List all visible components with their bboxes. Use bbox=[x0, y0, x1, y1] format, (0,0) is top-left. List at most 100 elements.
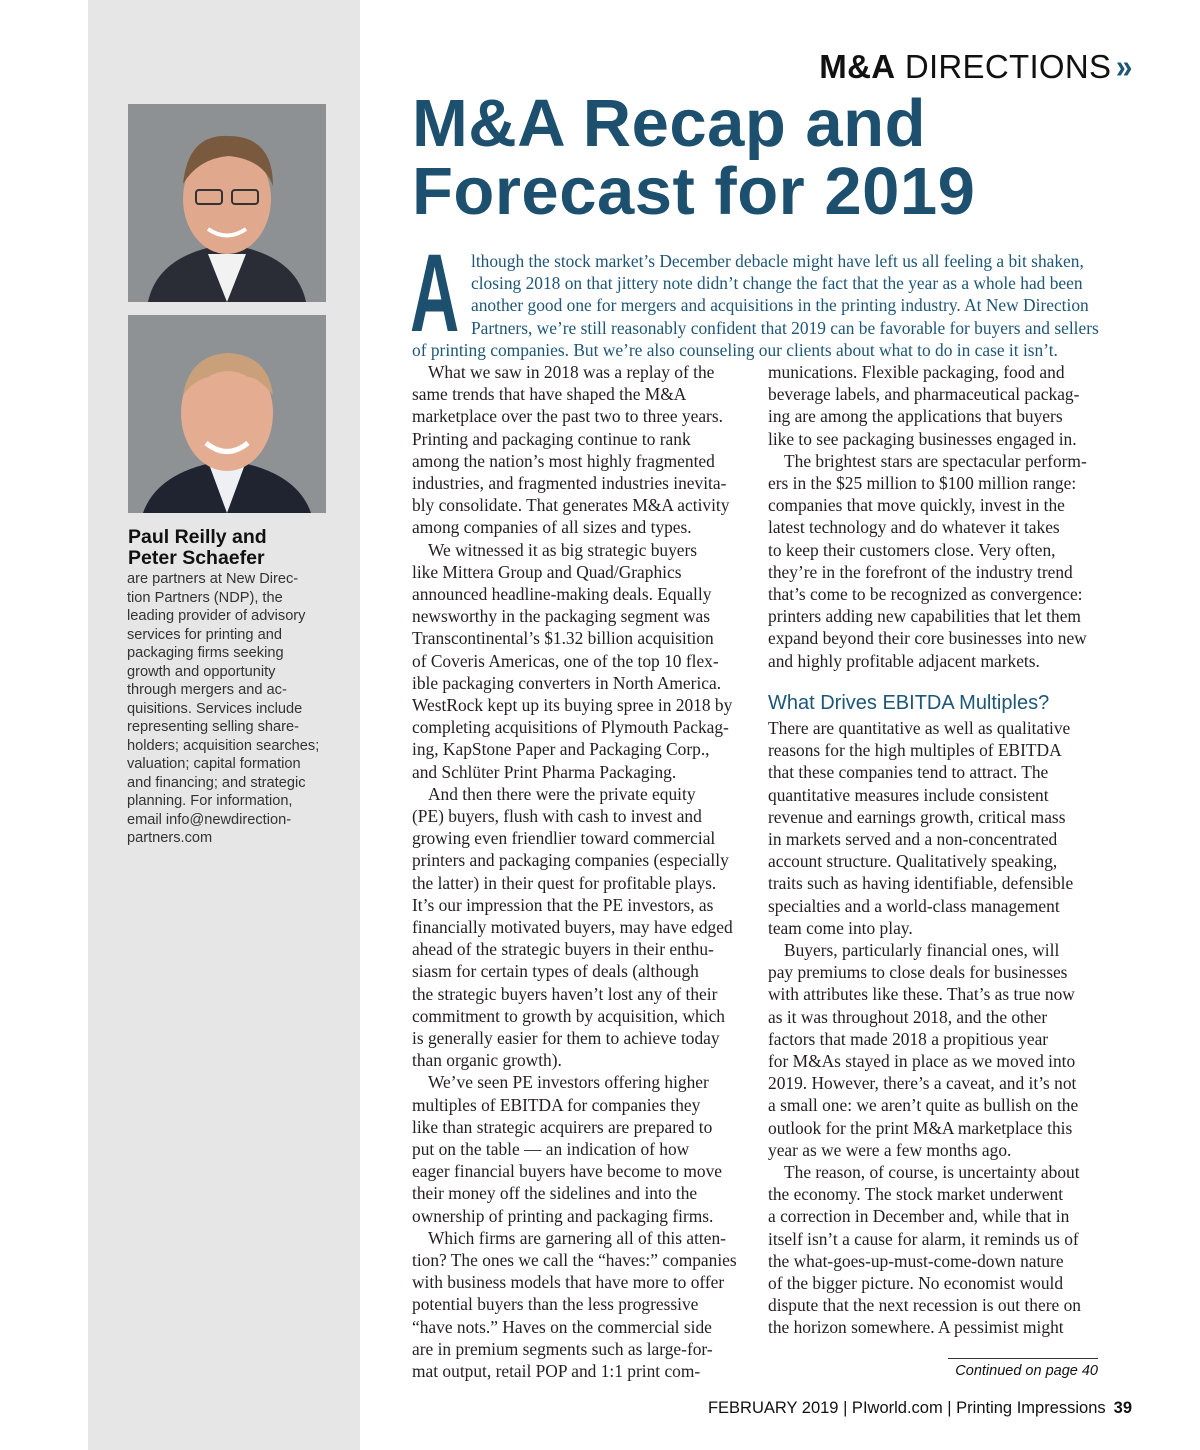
body-line: 2019. However, there’s a caveat, and it’… bbox=[768, 1073, 1077, 1094]
title-line: M&A Recap and bbox=[412, 86, 927, 161]
body-line: ing are among the applications that buye… bbox=[768, 406, 1063, 427]
body-line: tion? The ones we call the “haves:” comp… bbox=[412, 1250, 737, 1270]
body-line: “have nots.” Haves on the commercial sid… bbox=[412, 1316, 712, 1337]
body-line: that’s come to be recognized as converge… bbox=[768, 584, 1083, 604]
body-line: a small one: we aren’t quite as bullish … bbox=[768, 1095, 1079, 1116]
author-names: Paul Reilly and Peter Schaefer bbox=[128, 527, 348, 569]
body-line: is generally easier for them to achieve … bbox=[412, 1028, 720, 1048]
bio-line: planning. For information, bbox=[127, 793, 293, 809]
title-line: Forecast for 2019 bbox=[412, 154, 976, 229]
bio-line: leading provider of advisory bbox=[127, 608, 306, 624]
bio-line: growth and opportunity bbox=[127, 663, 276, 680]
bio-line: services for printing and bbox=[127, 626, 282, 643]
body-line: WestRock kept up its buying spree in 201… bbox=[412, 695, 733, 715]
body-line: growing even friendlier toward commercia… bbox=[412, 828, 716, 849]
body-line: The reason, of course, is uncertainty ab… bbox=[784, 1162, 1080, 1182]
body-line: expand beyond their core businesses into… bbox=[768, 628, 1087, 649]
section-label-light: DIRECTIONS bbox=[904, 48, 1112, 85]
body-line: traits such as having identifiable, defe… bbox=[768, 873, 1074, 894]
body-line: the economy. The stock market underwent bbox=[768, 1184, 1064, 1205]
body-line: (PE) buyers, flush with cash to invest a… bbox=[412, 806, 702, 826]
bio-line: representing selling share- bbox=[127, 719, 299, 735]
author-name-line: Peter Schaefer bbox=[128, 547, 265, 569]
body-line: put on the table — an indication of how bbox=[412, 1139, 690, 1159]
body-line: of the bigger picture. No economist woul… bbox=[768, 1273, 1064, 1293]
section-label-bold: M&A bbox=[819, 48, 896, 85]
body-line: We’ve seen PE investors offering higher bbox=[428, 1072, 709, 1093]
bio-line: packaging firms seeking bbox=[127, 645, 284, 661]
subheading: What Drives EBITDA Multiples? bbox=[768, 692, 1050, 714]
body-line: with business models that have more to o… bbox=[412, 1272, 725, 1293]
body-line: that these companies tend to attract. Th… bbox=[768, 762, 1049, 783]
body-line: revenue and earnings growth, critical ma… bbox=[768, 806, 1066, 827]
body-line: newsworthy in the packaging segment was bbox=[412, 606, 710, 627]
body-line: Which firms are garnering all of this at… bbox=[428, 1227, 726, 1248]
body-line: pay premiums to close deals for business… bbox=[768, 962, 1068, 983]
footer-text: FEBRUARY 2019 | PIworld.com | Printing I… bbox=[707, 1399, 1106, 1417]
double-chevron-right-icon: » bbox=[1116, 48, 1134, 85]
body-line: a correction in December and, while that… bbox=[768, 1206, 1070, 1227]
body-line: ers in the $25 million to $100 million r… bbox=[768, 473, 1077, 493]
portrait-icon bbox=[128, 315, 326, 513]
body-line: the what-goes-up-must-come-down nature bbox=[768, 1250, 1064, 1271]
body-line: Transcontinental’s $1.32 billion acquisi… bbox=[412, 628, 714, 649]
continued-link[interactable]: Continued on page 40 bbox=[948, 1358, 1098, 1379]
body-line: like than strategic acquirers are prepar… bbox=[412, 1116, 713, 1137]
body-line: Buyers, particularly financial ones, wil… bbox=[784, 940, 1060, 960]
body-line: with attributes like these. That’s as tr… bbox=[768, 984, 1075, 1005]
body-line: multiples of EBITDA for companies they bbox=[412, 1094, 701, 1115]
body-line: and highly profitable adjacent markets. bbox=[768, 650, 1040, 671]
author-photo-peter-schaefer bbox=[128, 315, 326, 513]
section-label: M&A DIRECTIONS» bbox=[819, 48, 1134, 86]
body-line: financially motivated buyers, may have e… bbox=[412, 917, 733, 937]
body-line: We witnessed it as big strategic buyers bbox=[428, 539, 698, 560]
body-line: specialties and a world-class management bbox=[768, 895, 1060, 916]
body-line: factors that made 2018 a propitious year bbox=[768, 1028, 1049, 1049]
body-line: There are quantitative as well as qualit… bbox=[768, 718, 1071, 738]
body-line: than organic growth). bbox=[412, 1050, 562, 1071]
body-line: industries, and fragmented industries in… bbox=[412, 473, 727, 493]
body-line: the strategic buyers haven’t lost any of… bbox=[412, 983, 718, 1004]
intro-line: closing 2018 on that jittery note didn’t… bbox=[471, 273, 1083, 294]
body-line: announced headline-making deals. Equally bbox=[412, 584, 712, 604]
body-line: ownership of printing and packaging firm… bbox=[412, 1205, 714, 1226]
intro-line: lthough the stock market’s December deba… bbox=[471, 251, 1084, 271]
body-line: are in premium segments such as large-fo… bbox=[412, 1338, 713, 1359]
body-line: outlook for the print M&A marketplace th… bbox=[768, 1117, 1073, 1138]
bio-line: are partners at New Direc- bbox=[127, 571, 299, 587]
page-footer: FEBRUARY 2019 | PIworld.com | Printing I… bbox=[708, 1399, 1132, 1418]
bio-line: through mergers and ac- bbox=[127, 682, 287, 698]
body-line: quantitative measures include consistent bbox=[768, 784, 1049, 805]
body-line: the latter) in their quest for profitabl… bbox=[412, 872, 717, 893]
body-line: companies that move quickly, invest in t… bbox=[768, 495, 1065, 516]
bio-line: email info@newdirection- bbox=[127, 811, 292, 828]
body-line: bly consolidate. That generates M&A acti… bbox=[412, 495, 730, 516]
bio-line: valuation; capital formation bbox=[127, 756, 301, 772]
body-line: in markets served and a non-concentrated bbox=[768, 829, 1058, 849]
author-name-line: Paul Reilly and bbox=[128, 526, 267, 548]
body-line: among companies of all sizes and types. bbox=[412, 517, 692, 538]
intro-line: Partners, we’re still reasonably confide… bbox=[471, 317, 1099, 338]
body-line: ahead of the strategic buyers in their e… bbox=[412, 939, 714, 960]
body-line: for M&As stayed in place as we moved int… bbox=[768, 1051, 1076, 1071]
body-line: same trends that have shaped the M&A bbox=[412, 384, 687, 405]
body-line: Printing and packaging continue to rank bbox=[412, 428, 691, 449]
body-line: ing, KapStone Paper and Packaging Corp., bbox=[412, 739, 710, 760]
body-line: printers and packaging companies (especi… bbox=[412, 850, 729, 871]
body-line: their money off the sidelines and into t… bbox=[412, 1183, 698, 1204]
page-number: 39 bbox=[1113, 1399, 1132, 1417]
body-line: completing acquisitions of Plymouth Pack… bbox=[412, 717, 729, 738]
author-photo-paul-reilly bbox=[128, 104, 326, 302]
bio-line: and financing; and strategic bbox=[127, 774, 306, 791]
body-line: and Schlüter Print Pharma Packaging. bbox=[412, 761, 677, 782]
body-line: commitment to growth by acquisition, whi… bbox=[412, 1005, 725, 1026]
body-line: itself isn’t a cause for alarm, it remin… bbox=[768, 1228, 1079, 1249]
author-bio: are partners at New Direc-tion Partners … bbox=[127, 570, 347, 848]
intro-line: of printing companies. But we’re also co… bbox=[412, 339, 1058, 360]
intro-line: another good one for mergers and acquisi… bbox=[471, 295, 1089, 316]
body-line: latest technology and do whatever it tak… bbox=[768, 517, 1060, 538]
body-line: It’s our impression that the PE investor… bbox=[412, 894, 714, 915]
body-line: as it was throughout 2018, and the other bbox=[768, 1006, 1048, 1027]
body-line: eager financial buyers have become to mo… bbox=[412, 1161, 722, 1182]
body-line: among the nation’s most highly fragmente… bbox=[412, 450, 715, 471]
